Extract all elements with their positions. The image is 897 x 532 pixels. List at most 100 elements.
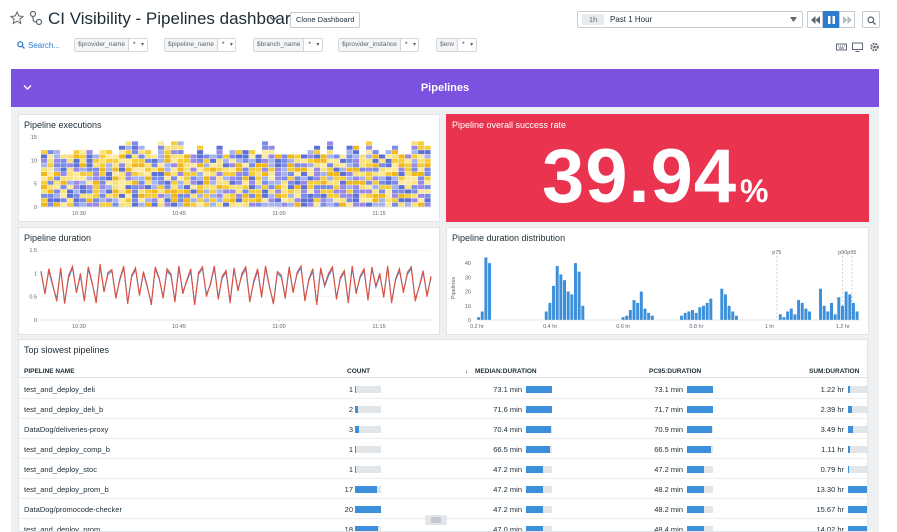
col-pc95-duration[interactable]: PC95:DURATION bbox=[649, 368, 702, 375]
heatmap-cell bbox=[164, 172, 171, 176]
histogram-bar bbox=[643, 308, 647, 320]
heatmap-cell bbox=[275, 163, 282, 168]
median-value-cell: 66.5 min bbox=[493, 445, 522, 454]
pipeline-name-cell: DataDog/promocode-checker bbox=[24, 505, 122, 514]
heatmap-cell bbox=[223, 185, 230, 190]
heatmap-cell bbox=[411, 198, 418, 203]
heatmap-cell bbox=[80, 180, 87, 185]
heatmap-cell bbox=[197, 176, 204, 181]
duration-distribution-widget[interactable]: Pipeline duration distribution 0 10 20 30 40… bbox=[446, 227, 869, 335]
heatmap-cell bbox=[132, 150, 139, 155]
heatmap-cell bbox=[327, 172, 334, 176]
col-count[interactable]: COUNT bbox=[347, 368, 371, 375]
success-rate-widget[interactable]: Pipeline overall success rate 39.94 % bbox=[446, 114, 869, 222]
keyboard-icon[interactable] bbox=[836, 42, 847, 52]
heatmap-cell bbox=[314, 180, 321, 185]
heatmap-cell bbox=[340, 185, 347, 190]
table-row[interactable]: test_and_deploy_comp_b 1 66.5 min 66.5 min 1… bbox=[19, 439, 867, 459]
success-rate-unit: % bbox=[740, 173, 769, 209]
variable-env[interactable]: $env * ▾ bbox=[436, 38, 477, 52]
heatmap-cell bbox=[288, 176, 295, 181]
heatmap-cell bbox=[333, 193, 340, 198]
heatmap-cell bbox=[340, 163, 347, 168]
col-median-duration[interactable]: MEDIAN:DURATION bbox=[475, 368, 537, 375]
variable-pipeline-name[interactable]: $pipeline_name * ▾ bbox=[164, 38, 237, 52]
heatmap-cell bbox=[346, 172, 353, 176]
heatmap-cell bbox=[223, 158, 230, 163]
heatmap-cell bbox=[197, 198, 204, 203]
top-slowest-pipelines-widget[interactable]: Top slowest pipelines PIPELINE NAME COUN… bbox=[18, 339, 868, 532]
chevron-down-icon[interactable] bbox=[268, 13, 279, 24]
table-row[interactable]: test_and_deploy_deli 1 73.1 min 73.1 min 1.2… bbox=[19, 379, 867, 399]
search-button[interactable]: Search... bbox=[17, 41, 60, 50]
step-forward-button[interactable] bbox=[839, 11, 855, 28]
heatmap-cell bbox=[86, 150, 93, 155]
heatmap-cell bbox=[288, 185, 295, 190]
median-bar-fill bbox=[526, 506, 543, 513]
heatmap-cell bbox=[119, 145, 126, 150]
sum-bar-fill bbox=[848, 406, 852, 413]
col-sum-duration[interactable]: SUM:DURATION bbox=[809, 368, 860, 375]
time-range-chip: 1h bbox=[582, 14, 604, 25]
heatmap-cell bbox=[210, 198, 217, 203]
heatmap-cell bbox=[138, 154, 145, 159]
group-header[interactable]: Pipelines bbox=[11, 69, 879, 107]
table-row[interactable]: test_and_deploy_stoc 1 47.2 min 47.2 min 0.7… bbox=[19, 459, 867, 479]
time-range-selector[interactable]: 1h Past 1 Hour bbox=[577, 11, 803, 28]
variable-provider-instance[interactable]: $provider_instance * ▾ bbox=[338, 38, 420, 52]
heatmap-cell bbox=[424, 193, 431, 198]
heatmap-cell bbox=[314, 189, 321, 194]
heatmap-cell bbox=[229, 163, 236, 168]
pc95-bar-fill bbox=[687, 506, 705, 513]
y-tick-label: 20 bbox=[465, 290, 471, 296]
chevron-down-icon[interactable] bbox=[23, 84, 32, 91]
table-row[interactable]: test_and_deploy_prom 18 47.0 min 48.4 min 14… bbox=[19, 519, 867, 531]
pause-button[interactable] bbox=[823, 11, 839, 28]
variable-provider-name[interactable]: $provider_name * ▾ bbox=[74, 38, 148, 52]
count-bar-track bbox=[355, 486, 381, 493]
heatmap-cell bbox=[398, 158, 405, 163]
heatmap-cell bbox=[301, 198, 308, 203]
heatmap-cell bbox=[353, 180, 360, 185]
median-bar-track bbox=[526, 386, 552, 393]
heatmap-cell bbox=[210, 172, 217, 176]
pipeline-executions-widget[interactable]: Pipeline executions 0 5 10 15 10:30 10:45 11:0… bbox=[18, 114, 440, 222]
heatmap-cell bbox=[99, 154, 106, 159]
table-row[interactable]: test_and_deploy_deli_b 2 71.6 min 71.7 min 2… bbox=[19, 399, 867, 419]
heatmap-cell bbox=[359, 180, 366, 185]
zoom-out-button[interactable] bbox=[862, 11, 880, 28]
variable-branch-name[interactable]: $branch_name * ▾ bbox=[253, 38, 323, 52]
resize-handle[interactable] bbox=[425, 515, 447, 525]
col-pipeline-name[interactable]: PIPELINE NAME bbox=[24, 368, 75, 375]
heatmap-cell bbox=[86, 154, 93, 159]
heatmap-cell bbox=[112, 185, 119, 190]
heatmap-cell bbox=[216, 198, 223, 203]
heatmap-cell bbox=[164, 150, 171, 155]
heatmap-cell bbox=[93, 189, 100, 194]
heatmap-cell bbox=[379, 185, 386, 190]
histogram-bar bbox=[570, 294, 574, 320]
pipeline-duration-widget[interactable]: Pipeline duration 0 0.5 1 1.5 10:30 10:45 11:0… bbox=[18, 227, 440, 335]
heatmap-cell bbox=[60, 172, 67, 176]
table-row[interactable]: test_and_deploy_prom_b 17 47.2 min 48.2 min… bbox=[19, 479, 867, 499]
heatmap-cell bbox=[210, 189, 217, 194]
heatmap-cell bbox=[340, 172, 347, 176]
heatmap-cell bbox=[359, 172, 366, 176]
table-row[interactable]: DataDog/deliveries-proxy 3 70.4 min 70.9 mi… bbox=[19, 419, 867, 439]
heatmap-cell bbox=[353, 198, 360, 203]
gear-icon[interactable] bbox=[869, 42, 880, 52]
clone-dashboard-button[interactable]: Clone Dashboard bbox=[290, 12, 361, 28]
heatmap-cell bbox=[392, 158, 399, 163]
dashboard-canvas: Pipelines Pipeline executions 0 5 10 15 10:3… bbox=[11, 69, 879, 532]
histogram-bar bbox=[844, 291, 848, 320]
y-tick-label: 0 bbox=[34, 205, 37, 211]
histogram-bar bbox=[837, 297, 841, 320]
star-icon[interactable] bbox=[10, 11, 24, 25]
heatmap-cell bbox=[106, 163, 113, 168]
tv-mode-icon[interactable] bbox=[852, 42, 863, 52]
heatmap-cell bbox=[171, 141, 178, 146]
step-back-button[interactable] bbox=[807, 11, 823, 28]
heatmap-cell bbox=[190, 176, 197, 181]
pc95-bar-fill bbox=[687, 526, 705, 531]
heatmap-cell bbox=[424, 150, 431, 155]
